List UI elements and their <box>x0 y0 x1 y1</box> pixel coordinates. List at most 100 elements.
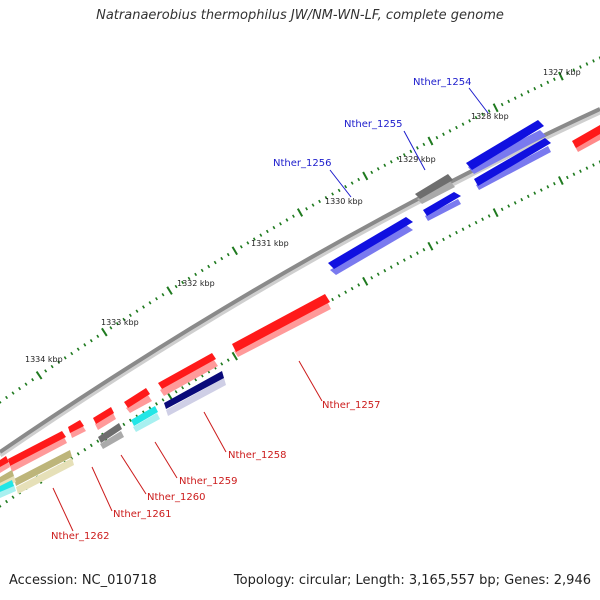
outer-minor-tick <box>220 256 224 261</box>
callout-line-1262 <box>52 487 74 532</box>
outer-minor-tick <box>481 112 485 116</box>
gene-nther-1256[interactable] <box>328 217 413 275</box>
inner-minor-tick <box>96 439 100 443</box>
gene-label-1261[interactable]: Nther_1261 <box>113 509 171 520</box>
outer-minor-tick <box>11 391 15 395</box>
inner-minor-tick <box>350 286 354 291</box>
outer-minor-tick <box>44 369 48 373</box>
outer-minor-tick <box>533 86 537 91</box>
inner-minor-tick <box>383 269 387 273</box>
gene-nther-1262[interactable] <box>14 450 74 494</box>
tick-label-1334: 1334 kbp <box>25 355 63 364</box>
inner-major-tick <box>231 351 238 361</box>
inner-minor-tick <box>389 265 393 269</box>
outer-minor-tick <box>370 170 374 175</box>
gene-nther-1254[interactable] <box>466 120 546 174</box>
outer-minor-tick <box>585 62 589 66</box>
outer-minor-tick <box>396 156 400 160</box>
gene-label-1262[interactable]: Nther_1262 <box>51 531 109 542</box>
outer-minor-tick <box>468 119 471 123</box>
inner-minor-tick <box>481 217 485 221</box>
forward-genes <box>328 120 600 275</box>
gene-label-1260[interactable]: Nther_1260 <box>147 492 205 503</box>
inner-minor-tick <box>448 234 452 238</box>
gene-nther-1259[interactable] <box>131 406 160 432</box>
outer-major-tick <box>101 327 108 337</box>
inner-minor-tick <box>592 163 595 167</box>
gene-nther-1255[interactable] <box>415 174 455 204</box>
inner-minor-tick <box>500 207 504 212</box>
gene-labels: Nther_1254 Nther_1255 Nther_1256 Nther_1… <box>51 77 471 542</box>
gene-label-1254[interactable]: Nther_1254 <box>413 77 471 88</box>
inner-minor-tick <box>194 378 198 382</box>
outer-minor-tick <box>292 214 295 218</box>
inner-minor-tick <box>337 294 341 298</box>
callout-line-1256 <box>329 169 352 198</box>
inner-minor-tick <box>461 227 465 231</box>
callout-line-1257 <box>298 360 323 402</box>
callout-line-1255 <box>403 130 426 171</box>
reverse-genes <box>0 138 551 498</box>
gene-nther-1257[interactable] <box>232 294 331 357</box>
outer-minor-tick <box>579 65 582 69</box>
outer-minor-tick <box>305 207 308 211</box>
inner-minor-tick <box>89 443 93 448</box>
tick-label-1329: 1329 kbp <box>398 155 436 164</box>
gene-blue-lower-2[interactable] <box>423 192 461 221</box>
outer-minor-tick <box>279 222 282 226</box>
inner-minor-tick <box>220 362 224 366</box>
inner-minor-tick <box>585 166 589 170</box>
gene-red-forward-d[interactable] <box>68 420 86 438</box>
outer-minor-tick <box>5 395 9 400</box>
gene-red-edge-left[interactable] <box>0 456 10 473</box>
tick-label-1330: 1330 kbp <box>325 197 363 206</box>
genome-summary-text: Topology: circular; Length: 3,165,557 bp… <box>233 573 591 588</box>
outer-minor-tick <box>63 356 67 360</box>
gene-label-1255[interactable]: Nther_1255 <box>344 119 402 130</box>
outer-minor-tick <box>311 203 315 207</box>
gene-nther-1260[interactable] <box>98 423 124 449</box>
outer-minor-tick <box>331 192 335 196</box>
outer-minor-tick <box>128 313 132 318</box>
gene-nther-1258[interactable] <box>164 371 226 416</box>
gene-red-forward-a[interactable] <box>158 353 218 396</box>
inner-minor-tick <box>161 398 165 402</box>
outer-minor-tick <box>448 129 452 133</box>
outer-minor-tick <box>194 272 198 277</box>
inner-minor-tick <box>572 172 576 176</box>
outer-minor-tick <box>181 280 185 285</box>
inner-minor-tick <box>376 272 380 276</box>
inner-minor-tick <box>474 220 478 225</box>
outer-minor-tick <box>135 309 139 313</box>
gene-cyan-edge-left[interactable] <box>0 480 16 498</box>
tick-label-1332: 1332 kbp <box>177 279 215 288</box>
inner-minor-tick <box>357 283 361 287</box>
inner-minor-tick <box>5 499 9 504</box>
callout-line-1261 <box>91 466 113 512</box>
gene-red-forward-c[interactable] <box>93 407 116 430</box>
outer-minor-tick <box>318 199 321 204</box>
outer-tick-ring <box>0 56 600 404</box>
gene-label-1256[interactable]: Nther_1256 <box>273 158 331 169</box>
inner-minor-tick <box>513 201 517 205</box>
inner-minor-tick <box>442 237 445 242</box>
gene-red-edge-right[interactable] <box>572 125 600 152</box>
outer-minor-tick <box>285 218 289 222</box>
outer-major-tick <box>362 171 369 181</box>
inner-minor-tick <box>174 390 178 394</box>
gene-label-1259[interactable]: Nther_1259 <box>179 476 237 487</box>
inner-minor-tick <box>455 230 458 235</box>
gene-blue-lower-1[interactable] <box>474 138 551 190</box>
outer-minor-tick <box>520 93 524 97</box>
map-title: Natranaerobius thermophilus JW/NM-WN-LF,… <box>96 8 504 23</box>
outer-major-tick <box>557 71 564 81</box>
inner-major-tick <box>492 208 499 218</box>
outer-minor-tick <box>109 326 113 330</box>
inner-minor-tick <box>552 181 556 186</box>
gene-nther-1261[interactable] <box>8 431 67 472</box>
gene-label-1257[interactable]: Nther_1257 <box>322 400 380 411</box>
outer-minor-tick <box>572 68 576 72</box>
inner-minor-tick <box>415 251 419 255</box>
gene-label-1258[interactable]: Nther_1258 <box>228 450 286 461</box>
gene-red-forward-b[interactable] <box>124 388 152 413</box>
